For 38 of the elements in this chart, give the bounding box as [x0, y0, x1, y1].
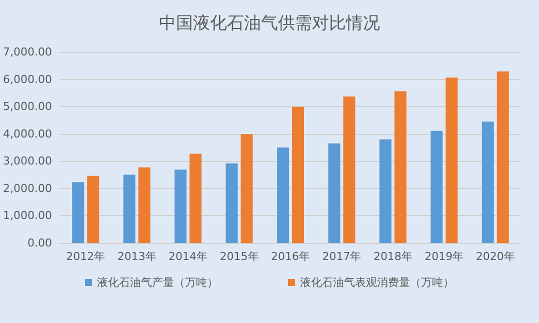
x-tick-label: 2014年 — [168, 250, 208, 263]
bar — [446, 78, 458, 243]
bar — [174, 170, 187, 243]
y-tick-label: 6,000.00 — [3, 72, 52, 86]
bar — [394, 91, 406, 243]
bar — [276, 148, 289, 243]
chart-title: 中国液化石油气供需对比情况 — [159, 14, 380, 34]
bar — [87, 176, 100, 243]
bar — [430, 130, 443, 243]
y-tick-label: 4,000.00 — [3, 127, 52, 140]
legend-label: 液化石油气产量（万吨） — [97, 276, 218, 289]
x-tick-label: 2020年 — [476, 250, 515, 263]
y-tick-label: 0.00 — [27, 236, 52, 250]
x-tick-label: 2016年 — [270, 250, 310, 263]
y-tick-label: 3,000.00 — [3, 154, 52, 168]
x-tick-label: 2018年 — [373, 250, 412, 263]
legend-label: 液化石油气表观消费量（万吨） — [300, 276, 454, 289]
bar — [496, 71, 509, 243]
bar — [343, 96, 356, 243]
bar — [138, 167, 150, 243]
x-tick-label: 2012年 — [66, 250, 106, 263]
bar — [123, 174, 136, 243]
bar — [226, 163, 238, 243]
y-tick-label: 2,000.00 — [3, 182, 52, 195]
bar — [379, 139, 392, 243]
bar — [190, 154, 202, 243]
bar — [482, 122, 494, 243]
bar — [72, 182, 84, 243]
x-tick-label: 2015年 — [220, 250, 259, 263]
bar — [328, 143, 340, 243]
bar — [240, 134, 253, 243]
y-tick-label: 1,000.00 — [3, 209, 52, 222]
bar — [292, 106, 304, 243]
x-tick-label: 2019年 — [424, 250, 464, 263]
x-tick-label: 2017年 — [322, 250, 362, 263]
x-tick-label: 2013年 — [117, 250, 156, 263]
y-tick-label: 7,000.00 — [3, 46, 52, 58]
y-tick-label: 5,000.00 — [3, 100, 52, 114]
